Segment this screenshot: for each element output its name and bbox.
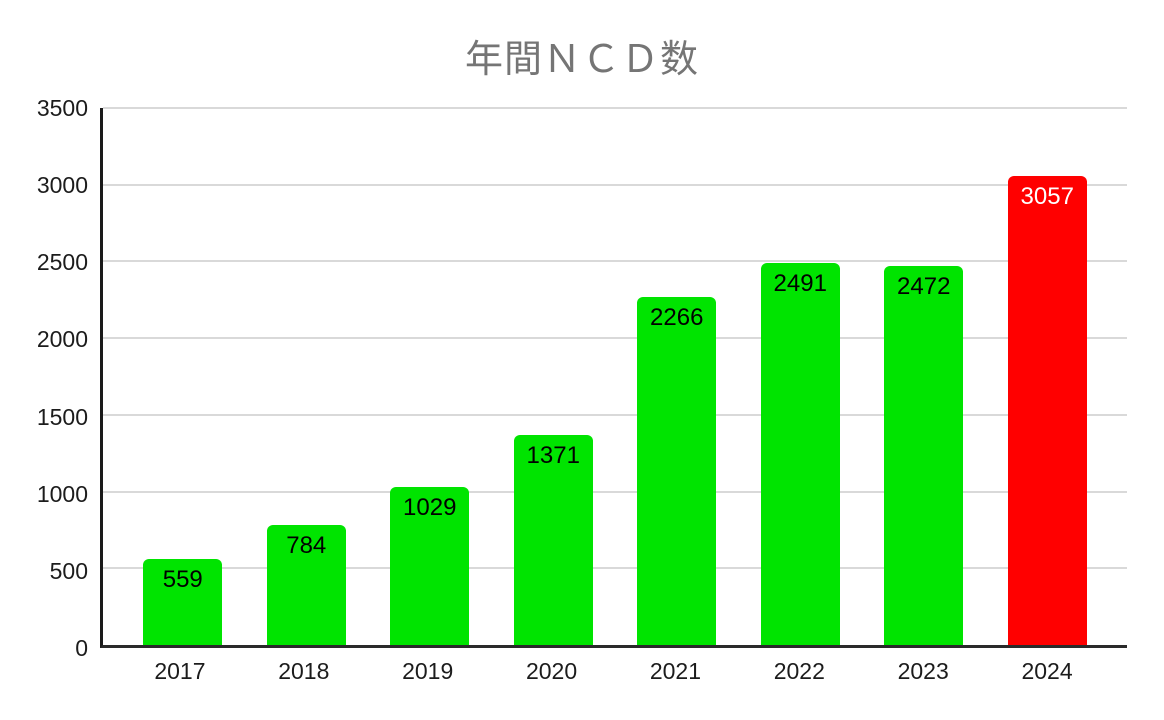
y-axis: 3500 3000 2500 2000 1500 1000 500 0 [0,95,88,661]
plot-columns: 559 784 1029 1371 2266 [103,108,1127,645]
bar-column: 784 [245,108,369,645]
bar[interactable]: 2491 [760,262,840,645]
x-axis: 2017 2018 2019 2020 2021 2022 2023 2024 [100,657,1127,685]
x-tick-label: 2024 [1021,658,1073,684]
bar-value-label: 2491 [773,269,827,297]
gridline [103,183,1127,186]
bar-value-label: 1029 [403,494,457,522]
x-tick-label: 2021 [649,658,702,684]
bar-column: 1371 [492,108,616,645]
gridline [103,490,1127,493]
bar[interactable]: 1371 [513,434,593,645]
gridline [103,413,1127,416]
gridline [103,260,1127,263]
y-tick-label: 2500 [36,249,88,276]
bar[interactable]: 784 [266,524,346,645]
y-tick-label: 3000 [36,172,88,199]
bar-column: 1029 [368,108,492,645]
gridline [103,567,1127,570]
y-tick-label: 1500 [36,403,88,430]
plot-area: 559 784 1029 1371 2266 [100,107,1127,648]
y-tick-label: 2000 [36,326,88,353]
gridline [103,337,1127,340]
gridline [103,107,1127,109]
bar-column: 3057 [986,108,1110,645]
bar[interactable]: 3057 [1007,175,1087,645]
y-tick-label: 0 [75,635,88,661]
x-tick-label: 2017 [154,658,206,684]
bar-value-label: 2266 [650,304,704,332]
bar-value-label: 784 [286,531,327,559]
bar[interactable]: 2472 [884,265,964,645]
chart-title: 年間ＮＣＤ数 [464,39,699,81]
bar-column: 559 [121,108,245,645]
bar-column: 2472 [862,108,986,645]
x-tick-label: 2018 [278,658,330,684]
y-tick-label: 500 [49,557,88,584]
x-tick-label: 2022 [773,658,825,684]
x-tick-label: 2023 [897,658,949,684]
y-tick-label: 1000 [36,480,88,507]
bar-value-label: 1371 [526,441,580,469]
y-tick-label: 3500 [36,95,88,121]
bar-value-label: 3057 [1020,182,1074,210]
x-tick-label: 2019 [402,658,454,684]
bar[interactable]: 1029 [390,487,470,645]
bar-value-label: 559 [162,566,203,594]
x-tick-label: 2020 [525,658,578,684]
bar-column: 2266 [615,108,739,645]
bar[interactable]: 559 [143,559,223,645]
bar-value-label: 2472 [897,272,951,300]
bar-column: 2491 [739,108,863,645]
bar[interactable]: 2266 [637,297,717,645]
